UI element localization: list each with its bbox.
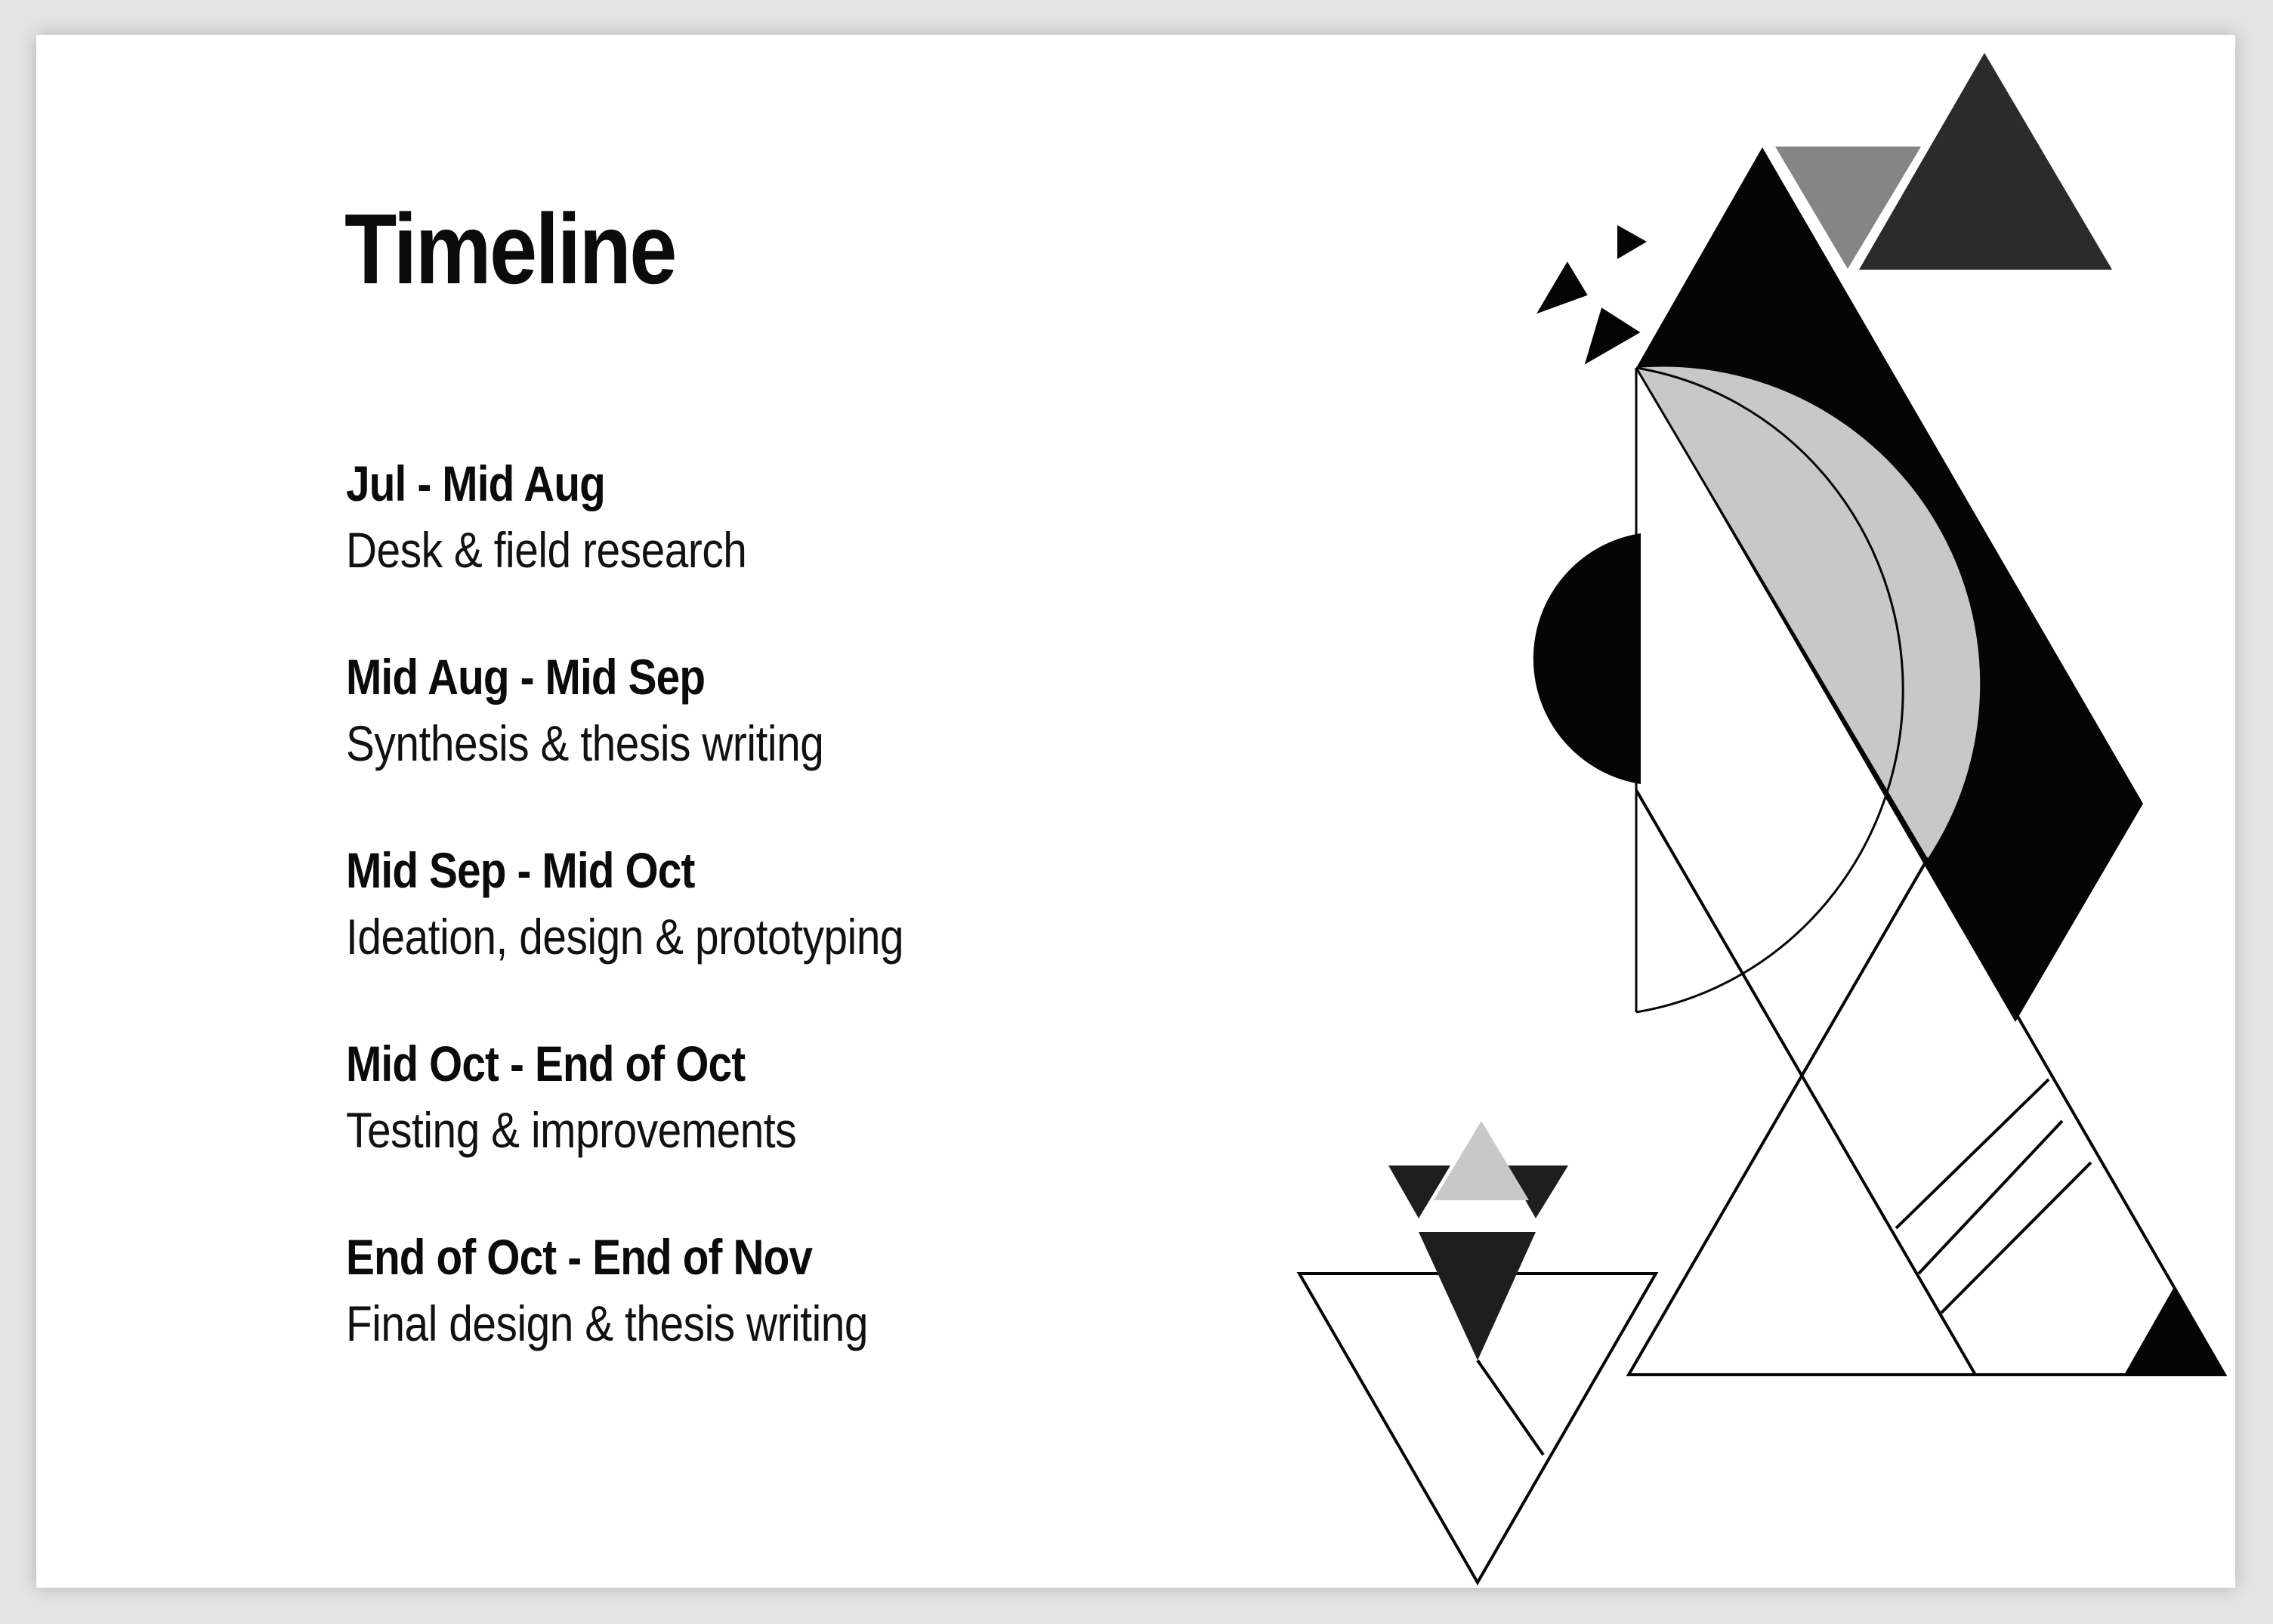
- semicircle-outline: [1635, 366, 1904, 1014]
- entry-period: End of Oct - End of Nov: [346, 1229, 813, 1285]
- gray-inverted-triangle: [1775, 147, 1921, 269]
- inner-diagonal: [1635, 789, 1977, 1376]
- black-half-circle: [1533, 533, 1641, 784]
- timeline-entry: Jul - Mid Aug Desk & field research: [346, 450, 1126, 583]
- timeline-entry: Mid Oct - End of Oct Testing & improveme…: [346, 1030, 1126, 1163]
- light-gray-semicircle: [1636, 366, 1981, 860]
- entry-activity: Synthesis & thesis writing: [346, 715, 824, 771]
- slide: Timeline Jul - Mid Aug Desk & field rese…: [36, 35, 2235, 1588]
- outlined-triangle: [1626, 857, 2228, 1376]
- dark-triangle: [1859, 53, 2112, 270]
- entry-period: Mid Oct - End of Oct: [346, 1036, 746, 1091]
- inner-cross-line: [1476, 1359, 1545, 1456]
- timeline-entry: Mid Aug - Mid Sep Synthesis & thesis wri…: [346, 644, 1126, 776]
- page-title: Timeline: [344, 193, 677, 304]
- entry-period: Mid Aug - Mid Sep: [346, 649, 706, 705]
- right-dark-triangle: [1506, 1166, 1568, 1218]
- timeline-list: Jul - Mid Aug Desk & field research Mid …: [346, 450, 1252, 1417]
- hatch-line: [1895, 1078, 2050, 1230]
- entry-activity: Desk & field research: [346, 522, 747, 578]
- entry-activity: Testing & improvements: [346, 1102, 797, 1158]
- entry-activity: Ideation, design & prototyping: [346, 909, 904, 965]
- black-inverted-triangle: [1419, 1232, 1536, 1360]
- entry-activity: Final design & thesis writing: [346, 1295, 869, 1351]
- geometric-illustration: [1296, 53, 2228, 1586]
- small-corner-triangle: [2124, 1287, 2225, 1375]
- entry-period: Jul - Mid Aug: [346, 455, 606, 511]
- hatch-line: [1940, 1161, 2092, 1314]
- small-black-triangle: [1584, 307, 1641, 365]
- timeline-entry: End of Oct - End of Nov Final design & t…: [346, 1224, 1126, 1357]
- small-black-triangle: [1536, 261, 1588, 314]
- left-dark-triangle: [1388, 1166, 1450, 1218]
- timeline-entry: Mid Sep - Mid Oct Ideation, design & pro…: [346, 837, 1126, 970]
- diagonal-line: [1635, 367, 1929, 860]
- hatch-line: [1917, 1119, 2064, 1275]
- light-gray-triangle: [1434, 1121, 1529, 1200]
- small-black-triangle: [1617, 225, 1647, 259]
- entry-period: Mid Sep - Mid Oct: [346, 842, 695, 898]
